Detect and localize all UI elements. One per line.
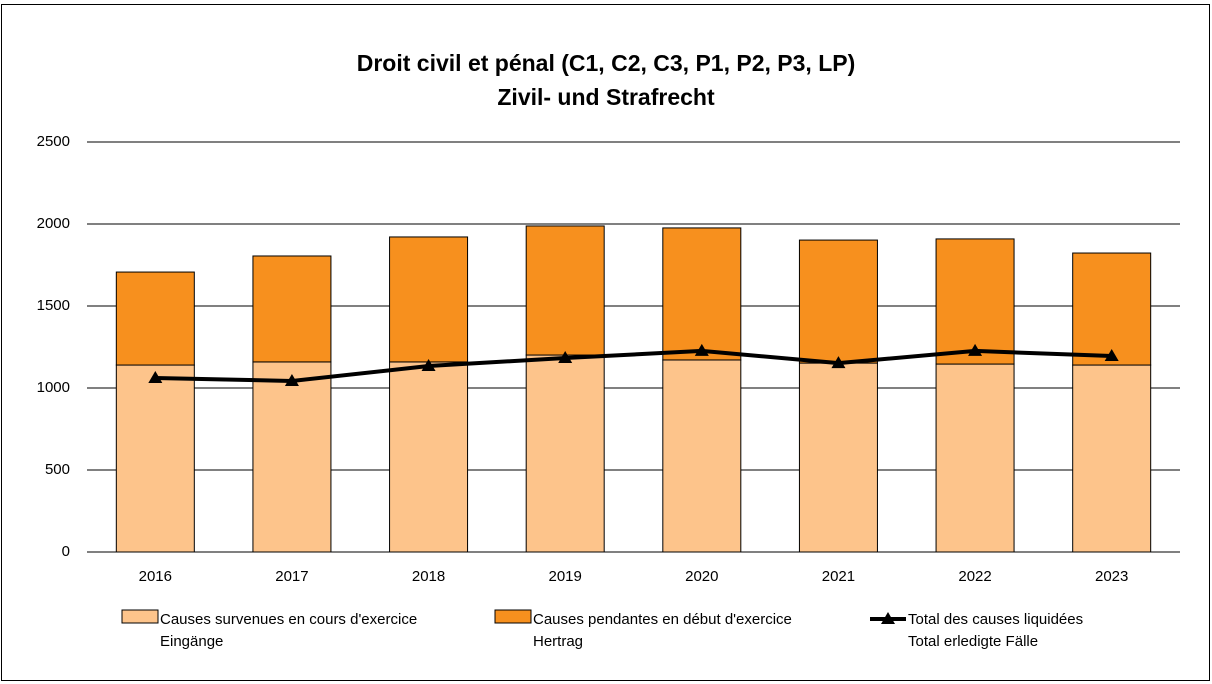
line-marker: [148, 370, 163, 383]
line-marker: [421, 359, 436, 372]
line-marker: [284, 373, 299, 386]
bar: [252, 255, 332, 363]
line: [155, 348, 1112, 383]
y-tick-label: 1500: [37, 297, 70, 314]
bar: [935, 363, 1015, 553]
line-marker: [558, 350, 573, 363]
y-tick-label: 0: [62, 543, 70, 560]
bar: [389, 361, 469, 553]
legend-swatch: [494, 609, 532, 624]
legend-label: Causes survenues en cours d'exercice Ein…: [160, 611, 418, 650]
legend-label: Causes pendantes en début d'exercice Her…: [533, 611, 792, 650]
x-tick-label: 2016: [139, 568, 172, 585]
bar: [115, 271, 195, 366]
x-tick-label: 2019: [549, 568, 582, 585]
chart-title: Droit civil et pénal (C1, C2, C3, P1, P2…: [356, 50, 856, 110]
x-tick-label: 2020: [685, 568, 718, 585]
bar: [389, 236, 469, 363]
bar: [935, 238, 1015, 365]
bar: [525, 354, 605, 553]
bar: [662, 227, 742, 361]
bar: [662, 359, 742, 553]
bar: [798, 362, 878, 553]
y-tick-label: 500: [45, 461, 70, 478]
x-tick-label: 2017: [275, 568, 308, 585]
y-tick-label: 1000: [37, 379, 70, 396]
legend-swatch: [121, 609, 159, 624]
x-tick-label: 2021: [822, 568, 855, 585]
line-marker: [694, 343, 709, 356]
bar: [798, 239, 878, 364]
y-tick-label: 2500: [37, 133, 70, 150]
bar: [525, 225, 605, 356]
bar: [252, 361, 332, 553]
chart-frame: [1, 4, 1210, 681]
bar: [115, 364, 195, 553]
y-tick-label: 2000: [37, 215, 70, 232]
x-tick-label: 2023: [1095, 568, 1128, 585]
legend-marker: [881, 612, 895, 624]
line-marker: [968, 343, 983, 356]
bar: [1072, 252, 1152, 366]
line-marker: [831, 356, 846, 369]
line-marker: [1104, 349, 1119, 362]
legend-label: Total des causes liquidées Total erledig…: [908, 611, 1084, 650]
x-tick-label: 2018: [412, 568, 445, 585]
bar: [1072, 364, 1152, 553]
x-tick-label: 2022: [958, 568, 991, 585]
